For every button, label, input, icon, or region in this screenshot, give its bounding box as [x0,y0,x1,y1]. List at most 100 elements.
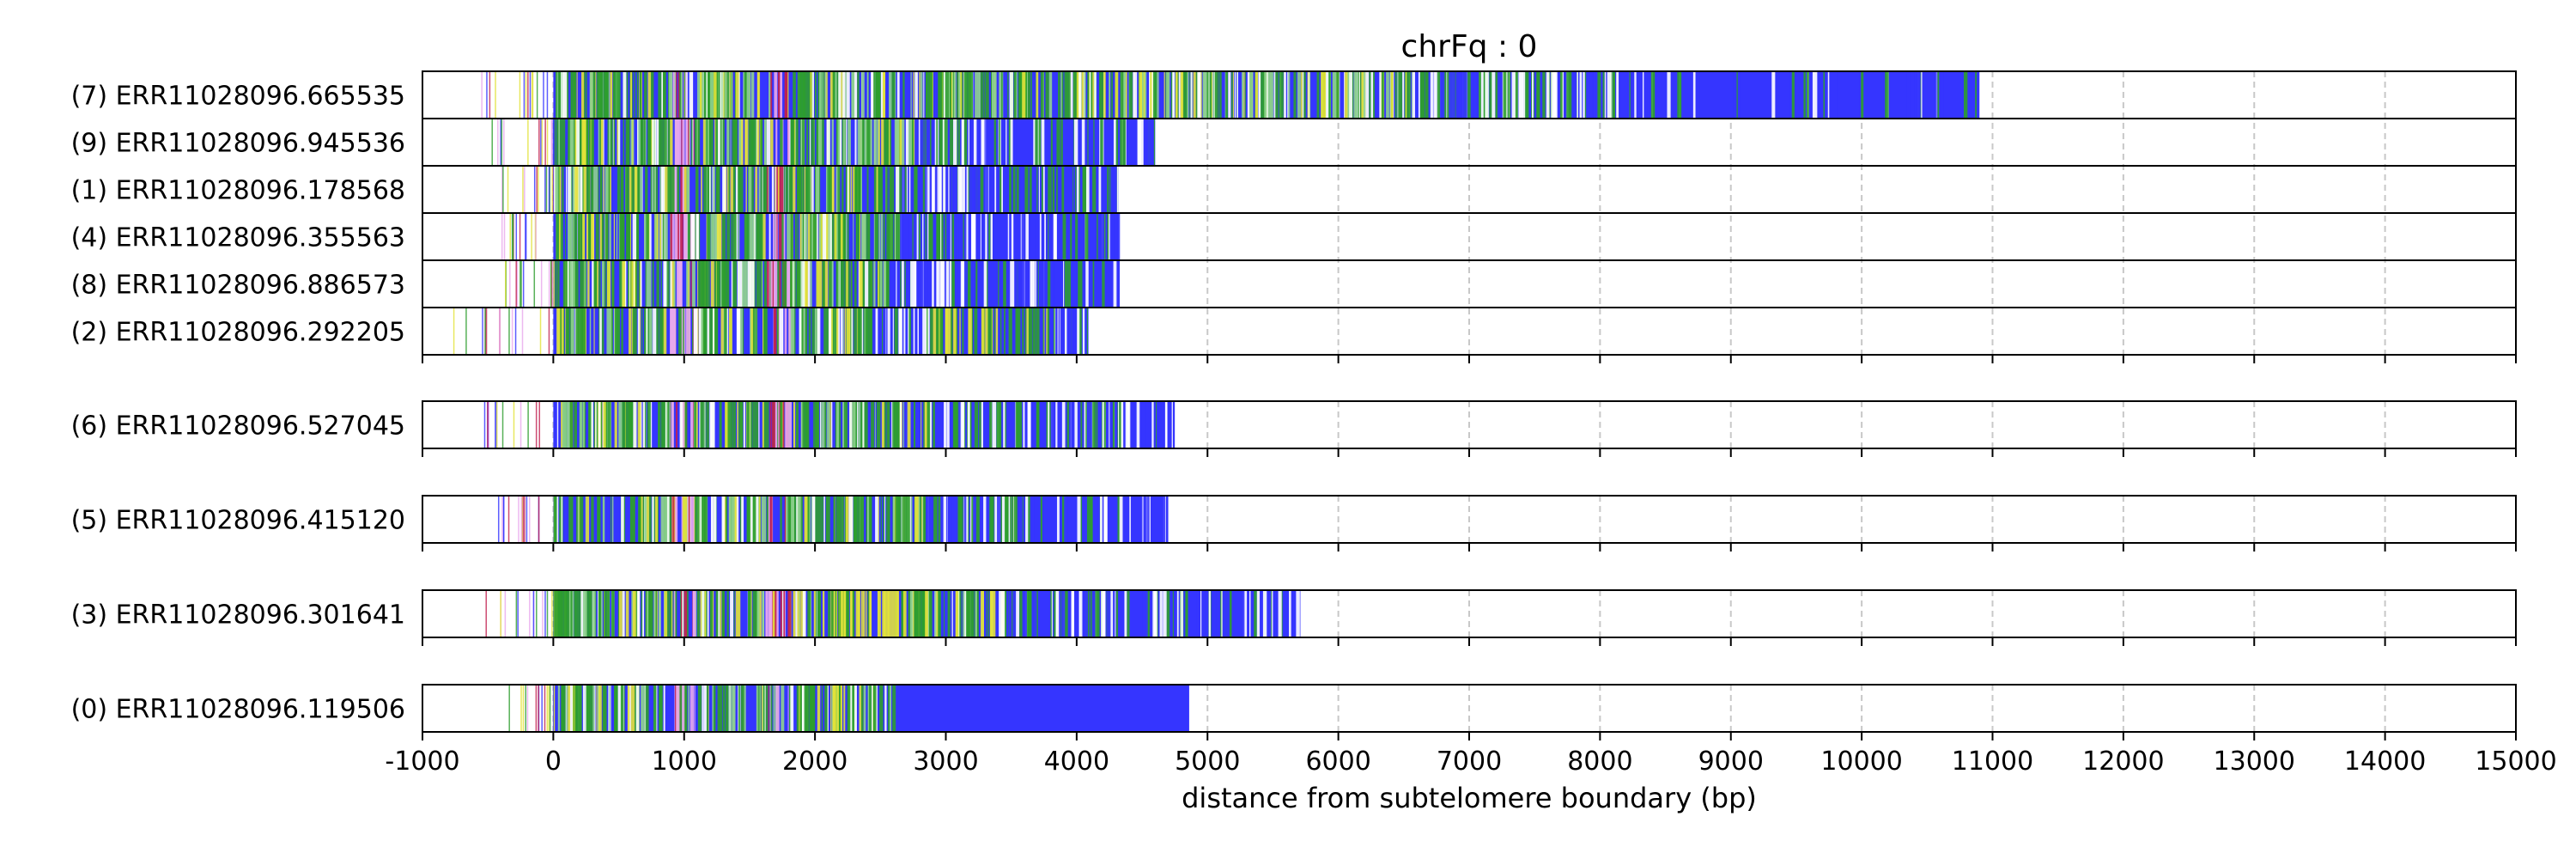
read-feature [798,261,800,307]
pre-boundary-mark [546,72,549,118]
read-feature [663,72,666,118]
read-feature [599,167,603,212]
read-feature [1253,591,1256,637]
read-feature [837,261,841,307]
read-feature [747,261,751,307]
read-feature [914,119,918,165]
read-feature [1081,72,1084,118]
read-feature [977,72,981,118]
read-feature [912,214,914,259]
read-label: (7) ERR11028096.665535 [71,82,405,112]
read-feature [725,402,729,448]
read-feature [633,402,636,448]
read-feature [627,686,630,731]
read-feature [1209,72,1213,118]
read-feature [1092,402,1097,448]
read-feature [780,72,782,118]
read-feature [762,402,768,448]
read-feature [886,497,888,542]
read-feature [830,308,833,354]
read-feature [689,72,694,118]
read-feature [598,686,602,731]
read-feature [761,497,763,542]
read-feature [778,308,781,354]
read-feature [670,497,671,542]
read-feature [867,261,872,307]
x-tick-label: 1000 [652,747,717,777]
read-feature [1213,72,1215,118]
read-feature [579,167,581,212]
read-feature [1677,72,1681,118]
read-feature [920,402,922,448]
read-feature [581,119,586,165]
read-feature [833,497,835,542]
read-feature [1597,72,1601,118]
pre-boundary-mark [514,308,517,354]
read-feature [556,308,561,354]
pre-boundary-mark [527,402,529,448]
read-feature [924,119,926,165]
read-feature [562,72,564,118]
read-feature [726,261,730,307]
read-feature [667,261,670,307]
read-feature [916,591,920,637]
read-feature [762,497,767,542]
read-feature [1419,72,1425,118]
read-feature [698,261,702,307]
read-feature [1244,72,1246,118]
read-feature [733,119,738,165]
read-feature [1208,591,1211,637]
read-feature [865,261,869,307]
read-feature [624,402,626,448]
read-feature [1066,167,1070,212]
read-feature [875,308,878,354]
read-feature [850,261,853,307]
read-feature [1086,308,1088,354]
read-feature [959,119,962,165]
read-feature [801,167,805,212]
read-feature [726,686,728,731]
read-feature [866,308,870,354]
pre-boundary-mark [521,308,524,354]
read-feature [1088,119,1092,165]
read-feature [985,167,988,212]
read-feature [1510,72,1512,118]
read-feature [910,261,914,307]
read-feature [855,214,860,259]
read-feature [954,402,957,448]
pre-boundary-mark [519,261,521,307]
read-feature [640,261,642,307]
read-feature [955,261,958,307]
x-axis-label: distance from subtelomere boundary (bp) [1182,782,1757,814]
read-feature [739,308,744,354]
read-feature [802,214,805,259]
pre-boundary-mark [533,261,536,307]
read-feature [817,308,819,354]
read-feature [1001,72,1003,118]
read-feature [1267,591,1272,637]
read-feature [578,308,582,354]
read-feature [1128,72,1133,118]
read-feature [1064,261,1068,307]
read-feature [882,72,886,118]
pre-boundary-mark [548,686,550,731]
read-feature [665,214,668,259]
read-feature [709,591,714,637]
read-feature [664,497,667,542]
read-feature [927,214,929,259]
read-feature [703,167,708,212]
read-feature [830,402,833,448]
pre-boundary-mark [544,119,546,165]
read-feature [998,261,999,307]
read-feature [1047,261,1051,307]
read-feature [852,72,855,118]
read-feature [650,72,654,118]
read-feature [1069,72,1073,118]
read-feature [613,119,616,165]
read-feature [967,402,970,448]
read-feature [738,686,740,731]
read-feature [1112,402,1115,448]
read-feature [770,261,775,307]
read-feature [646,261,649,307]
x-tick-label: 5000 [1175,747,1240,777]
